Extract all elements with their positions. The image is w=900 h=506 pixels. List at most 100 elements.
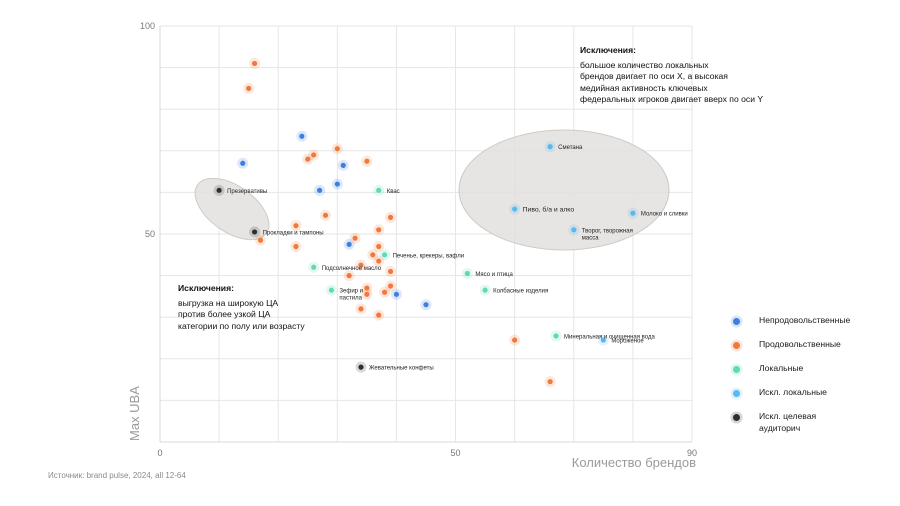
data-point bbox=[305, 156, 311, 162]
data-point bbox=[423, 302, 429, 308]
data-label-line: Презервативы bbox=[227, 189, 267, 195]
data-point bbox=[512, 337, 518, 343]
data-label: Колбасные изделия bbox=[493, 289, 548, 295]
data-point bbox=[346, 241, 352, 247]
annotation-right: Исключения: большое количество локальных… bbox=[580, 45, 840, 106]
legend-item: Непродовольственные bbox=[733, 315, 850, 339]
data-point bbox=[246, 85, 252, 91]
data-point bbox=[299, 133, 305, 139]
point-labels: Квас Печенье, крекеры, вафли Подсолнечное … bbox=[227, 145, 688, 371]
data-point bbox=[358, 262, 364, 268]
data-label-line: пастила bbox=[339, 296, 362, 302]
data-point bbox=[600, 337, 606, 343]
data-point bbox=[547, 144, 553, 150]
data-label-line: масса bbox=[582, 235, 599, 241]
data-point bbox=[630, 210, 636, 216]
y-tick-label: 50 bbox=[145, 229, 155, 239]
data-label: Печенье, крекеры, вафли bbox=[393, 253, 464, 259]
data-point bbox=[553, 333, 559, 339]
chart-legend: Непродовольственные Продовольственные Лока… bbox=[733, 315, 850, 435]
annotation-left-heading: Исключения: bbox=[178, 283, 234, 293]
data-point bbox=[334, 146, 340, 152]
legend-label: Непродовольственные bbox=[759, 315, 851, 325]
y-tick-label: 100 bbox=[140, 21, 155, 31]
data-label-line: Колбасные изделия bbox=[493, 289, 548, 295]
data-label: Сметана bbox=[558, 145, 583, 151]
data-point bbox=[382, 252, 388, 258]
data-point bbox=[293, 243, 299, 250]
data-label-line: Минеральная и очищенная вода bbox=[564, 334, 655, 340]
data-label-line: Мороженое bbox=[611, 339, 644, 345]
data-label-line: Зефир и bbox=[339, 289, 363, 295]
legend-label: Искл. локальные bbox=[759, 387, 827, 397]
data-label-line: Сметана bbox=[558, 145, 583, 151]
data-point bbox=[393, 291, 400, 297]
data-label-line: Мясо и птица bbox=[475, 272, 513, 278]
x-tick-label: 90 bbox=[687, 448, 697, 458]
data-point bbox=[512, 206, 518, 212]
highlight-ellipse-right bbox=[458, 129, 670, 251]
data-label-line: Квас bbox=[387, 189, 400, 195]
data-point bbox=[346, 273, 352, 279]
data-point bbox=[358, 306, 364, 312]
data-point bbox=[240, 160, 246, 166]
data-label-line: Подсолнечное масло bbox=[322, 266, 382, 272]
annotation-left-body: выгрузка на широкую ЦА против более узко… bbox=[178, 297, 305, 331]
data-label-line: Молоко и сливки bbox=[641, 212, 688, 218]
data-point bbox=[482, 287, 488, 293]
y-axis-title: Max UBA bbox=[127, 386, 142, 441]
data-label: Прокладки и тампоны bbox=[263, 230, 324, 236]
data-point bbox=[358, 364, 364, 370]
data-label: Мясо и птица bbox=[475, 272, 513, 278]
data-label: Молоко и сливки bbox=[641, 212, 688, 218]
data-point bbox=[328, 287, 335, 293]
legend-label: Искл. целевая аудиторич bbox=[759, 411, 817, 433]
data-point bbox=[370, 252, 376, 258]
data-point bbox=[317, 187, 323, 193]
data-point bbox=[376, 312, 382, 318]
legend-marker bbox=[733, 342, 740, 349]
legend-marker bbox=[733, 414, 740, 421]
axes: 0 50 90 50 100 Количество брендов Max UBA bbox=[127, 21, 697, 470]
data-label: Презервативы bbox=[227, 189, 267, 195]
legend-label: Продовольственные bbox=[759, 339, 841, 349]
data-point bbox=[364, 291, 370, 297]
data-point bbox=[376, 243, 382, 250]
legend-marker bbox=[733, 390, 740, 397]
annotation-right-body: большое количество локальных брендов дви… bbox=[580, 59, 764, 105]
data-label: Творог, творожная масса bbox=[582, 228, 633, 241]
legend-item: Искл. целевая аудиторич bbox=[733, 411, 850, 435]
legend-item: Искл. локальные bbox=[733, 387, 850, 411]
data-label-line: Жевательные конфеты bbox=[369, 366, 434, 372]
data-label: Минеральная и очищенная вода bbox=[564, 334, 655, 340]
x-tick-label: 50 bbox=[451, 448, 461, 458]
legend-marker bbox=[733, 366, 740, 373]
data-point bbox=[376, 187, 382, 193]
legend-label: Локальные bbox=[759, 363, 804, 373]
data-label: Подсолнечное масло bbox=[322, 266, 382, 272]
data-point bbox=[334, 181, 340, 187]
data-point bbox=[216, 187, 222, 193]
annotation-left: Исключения: выгрузка на широкую ЦА проти… bbox=[178, 283, 378, 332]
data-point bbox=[547, 379, 553, 385]
data-label: Зефир и пастила bbox=[339, 289, 363, 302]
legend-marker bbox=[733, 318, 740, 325]
data-points bbox=[213, 57, 639, 388]
data-point bbox=[376, 258, 382, 264]
data-point bbox=[352, 235, 358, 241]
data-label-line: Печенье, крекеры, вафли bbox=[393, 253, 464, 259]
legend-item: Локальные bbox=[733, 363, 850, 387]
data-label: Квас bbox=[387, 189, 400, 195]
data-point bbox=[257, 237, 264, 243]
data-point bbox=[251, 229, 258, 235]
data-label-line: Пиво, б/а и алко bbox=[523, 206, 575, 214]
data-point bbox=[464, 270, 470, 277]
x-tick-label: 0 bbox=[157, 448, 162, 458]
data-point bbox=[251, 60, 258, 67]
data-point bbox=[311, 264, 317, 270]
data-point bbox=[322, 212, 329, 218]
x-axis-title: Количество брендов bbox=[572, 455, 696, 470]
annotation-right-heading: Исключения: bbox=[580, 45, 636, 55]
data-label-line: Творог, творожная bbox=[582, 228, 633, 234]
